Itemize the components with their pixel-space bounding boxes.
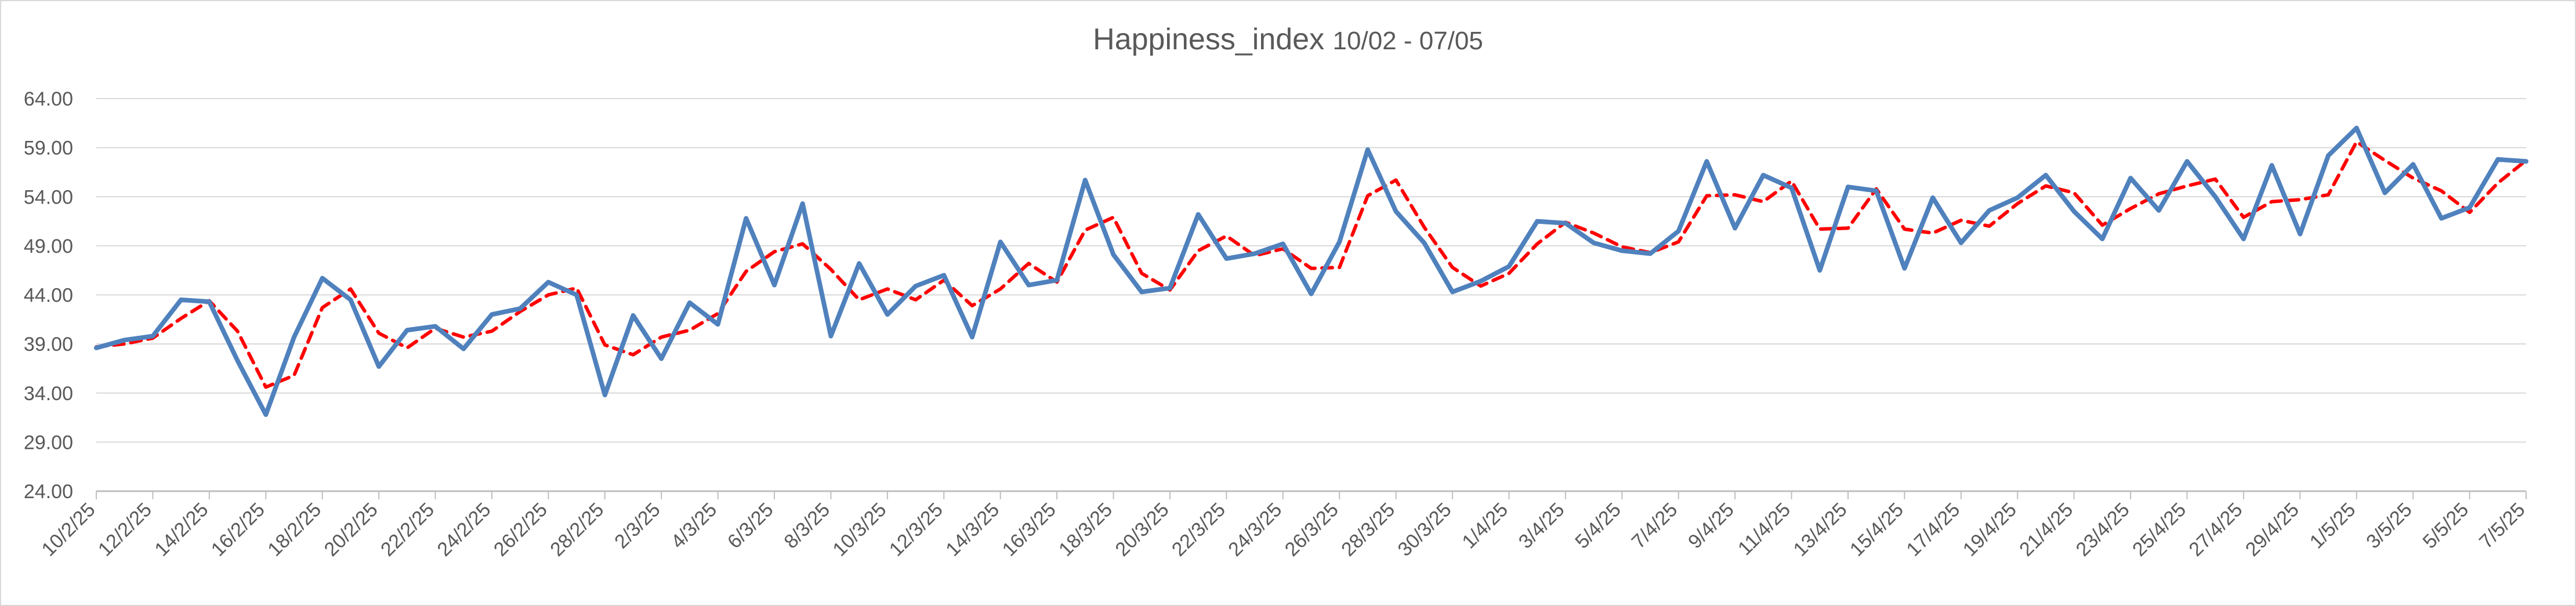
x-tick-label: 20/3/25 bbox=[1111, 499, 1173, 561]
x-tick-label: 20/2/25 bbox=[320, 499, 382, 561]
x-tick-label: 6/3/25 bbox=[723, 499, 778, 553]
x-tick-label: 29/4/25 bbox=[2241, 499, 2303, 561]
chart-title: Happiness_index 10/02 - 07/05 bbox=[0, 22, 2576, 57]
x-tick-label: 12/2/25 bbox=[94, 499, 156, 561]
x-tick-label: 23/4/25 bbox=[2072, 499, 2134, 561]
series-line-daily bbox=[94, 125, 2528, 417]
y-tick-label: 54.00 bbox=[24, 186, 73, 208]
x-tick-label: 16/3/25 bbox=[998, 499, 1060, 561]
x-tick-label: 1/4/25 bbox=[1458, 499, 1512, 553]
y-tick-label: 39.00 bbox=[24, 333, 73, 355]
x-tick-label: 16/2/25 bbox=[207, 499, 269, 561]
x-tick-label: 10/2/25 bbox=[38, 499, 100, 561]
x-tick-label: 24/3/25 bbox=[1224, 499, 1286, 561]
y-tick-label: 64.00 bbox=[24, 88, 73, 110]
x-tick-label: 3/5/25 bbox=[2362, 499, 2416, 553]
x-tick-label: 19/4/25 bbox=[1959, 499, 2021, 561]
x-tick-label: 4/3/25 bbox=[667, 499, 722, 553]
y-tick-label: 29.00 bbox=[24, 431, 73, 453]
x-tick-label: 22/3/25 bbox=[1168, 499, 1230, 561]
x-tick-label: 7/5/25 bbox=[2475, 499, 2530, 553]
x-tick-label: 30/3/25 bbox=[1394, 499, 1456, 561]
x-tick-label: 28/3/25 bbox=[1337, 499, 1399, 561]
x-tick-label: 9/4/25 bbox=[1684, 499, 1738, 553]
x-tick-label: 5/5/25 bbox=[2419, 499, 2473, 553]
x-tick-label: 10/3/25 bbox=[828, 499, 890, 561]
x-tick-label: 11/4/25 bbox=[1734, 499, 1795, 560]
x-tick-label: 22/2/25 bbox=[376, 499, 439, 561]
chart-subtitle: 10/02 - 07/05 bbox=[1332, 27, 1483, 55]
y-tick-label: 24.00 bbox=[24, 481, 73, 503]
x-tick-label: 25/4/25 bbox=[2128, 499, 2190, 561]
x-tick-label: 5/4/25 bbox=[1571, 499, 1625, 553]
x-tick-label: 12/3/25 bbox=[885, 499, 947, 561]
x-tick-label: 27/4/25 bbox=[2184, 499, 2247, 561]
x-tick-label: 3/4/25 bbox=[1515, 499, 1569, 553]
x-tick-label: 21/4/25 bbox=[2015, 499, 2077, 561]
x-tick-label: 1/5/25 bbox=[2306, 499, 2360, 553]
y-tick-label: 49.00 bbox=[24, 235, 73, 257]
x-tick-label: 26/3/25 bbox=[1281, 499, 1343, 561]
x-tick-label: 7/4/25 bbox=[1628, 499, 1682, 553]
x-tick-label: 2/3/25 bbox=[610, 499, 665, 553]
x-tick-label: 15/4/25 bbox=[1846, 499, 1908, 561]
series-line-trend bbox=[95, 140, 2528, 389]
y-tick-label: 34.00 bbox=[24, 383, 73, 405]
x-tick-label: 24/2/25 bbox=[433, 499, 495, 561]
chart-title-main: Happiness_index bbox=[1093, 23, 1325, 56]
y-tick-label: 59.00 bbox=[24, 137, 73, 159]
x-tick-label: 26/2/25 bbox=[490, 499, 552, 561]
y-tick-label: 44.00 bbox=[24, 285, 73, 307]
x-tick-label: 14/2/25 bbox=[150, 499, 212, 561]
x-tick-label: 14/3/25 bbox=[941, 499, 1003, 561]
x-tick-label: 18/3/25 bbox=[1055, 499, 1117, 561]
x-tick-label: 8/3/25 bbox=[780, 499, 834, 553]
x-tick-label: 28/2/25 bbox=[546, 499, 608, 561]
x-tick-label: 18/2/25 bbox=[263, 499, 325, 561]
x-tick-label: 17/4/25 bbox=[1902, 499, 1964, 561]
x-tick-label: 13/4/25 bbox=[1789, 499, 1852, 561]
